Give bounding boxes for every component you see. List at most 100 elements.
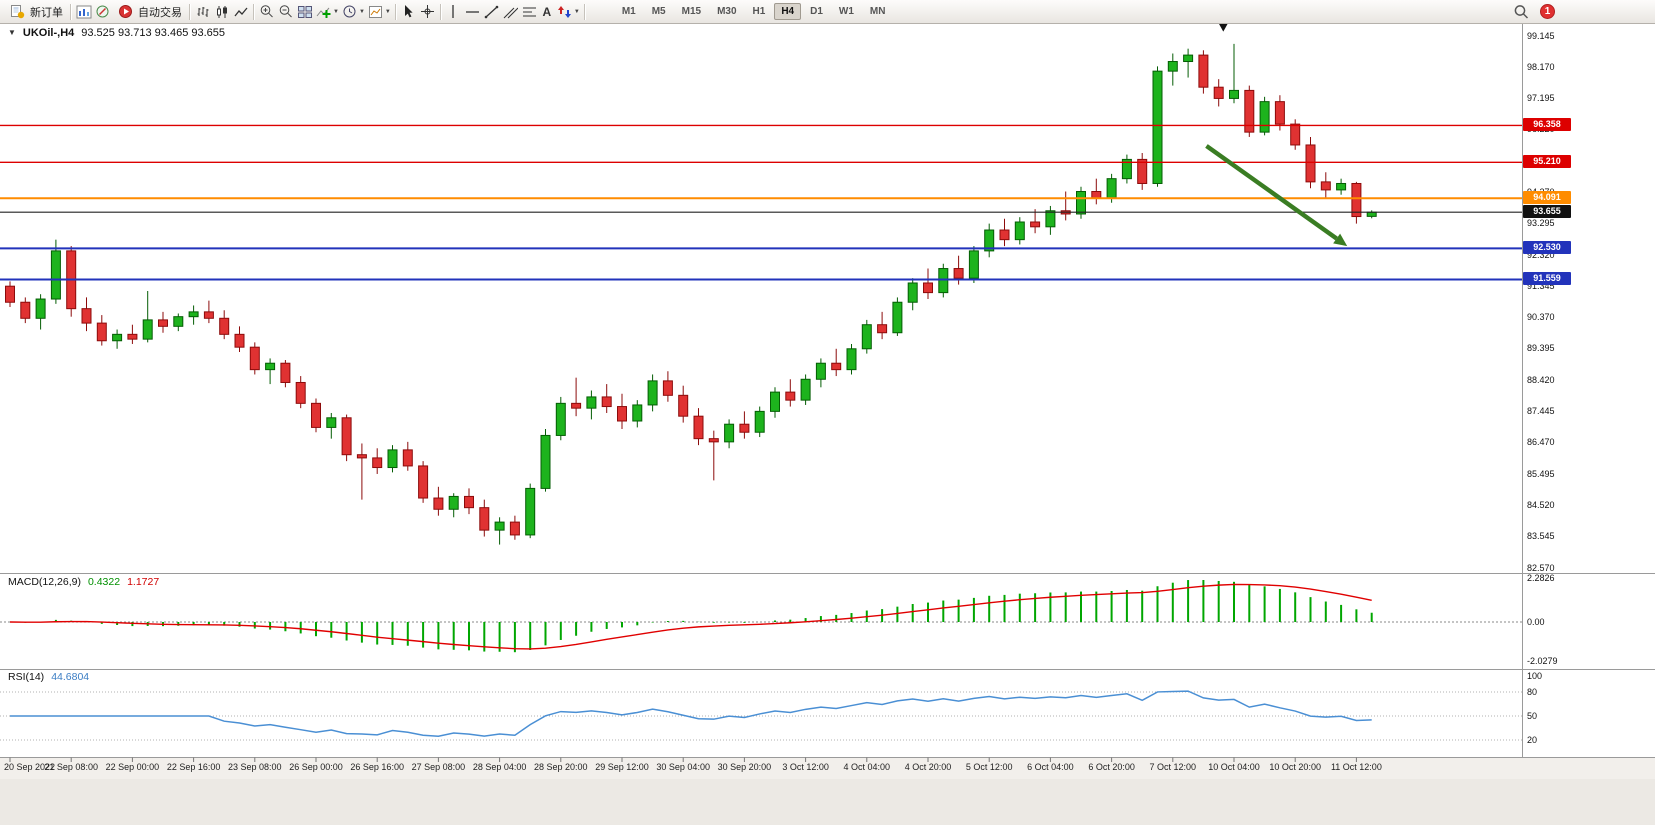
templates-icon[interactable] <box>366 3 385 20</box>
periods-icon[interactable] <box>340 3 359 20</box>
price-tick-label: 91.345 <box>1527 280 1555 291</box>
time-axis-label: 21 Sep 08:00 <box>44 762 98 772</box>
time-axis-label: 6 Oct 20:00 <box>1088 762 1135 772</box>
timeframe-button-m30[interactable]: M30 <box>717 6 737 17</box>
rsi-axis-label: 50 <box>1527 711 1538 721</box>
charts-window-icon[interactable] <box>74 3 93 20</box>
time-axis-label: 29 Sep 12:00 <box>595 762 649 772</box>
tile-windows-icon[interactable] <box>295 3 314 20</box>
vertical-line-tool-icon[interactable] <box>444 3 463 20</box>
time-axis-label: 7 Oct 12:00 <box>1149 762 1197 772</box>
price-tick-label: 87.445 <box>1527 406 1555 417</box>
text-tool-icon[interactable]: A <box>542 4 552 19</box>
price-line-badge: 95.210 <box>1523 155 1571 169</box>
price-tick-label: 83.545 <box>1527 531 1555 542</box>
price-tick-label: 99.145 <box>1527 30 1555 41</box>
time-axis-label: 4 Oct 20:00 <box>904 762 952 772</box>
toolbar-separator <box>189 3 190 20</box>
timeframe-button-h4[interactable]: H4 <box>774 3 802 20</box>
chart-header: ▼ UKOil-,H4 93.525 93.713 93.465 93.655 <box>8 27 225 39</box>
time-axis-label: 22 Sep 00:00 <box>105 762 160 772</box>
price-line-badge: 96.358 <box>1523 118 1571 132</box>
crosshair-icon[interactable] <box>418 3 437 20</box>
toolbar-right-group: 1 <box>1512 3 1555 20</box>
toolbar-separator <box>394 3 396 20</box>
price-tick-label: 82.570 <box>1527 562 1555 573</box>
one-click-trading-toggle[interactable]: ▼ <box>8 28 16 37</box>
toolbar-separator <box>70 3 71 20</box>
templates-caret-icon[interactable]: ▼ <box>384 8 391 15</box>
indicators-icon[interactable] <box>314 3 333 20</box>
zoom-in-icon[interactable] <box>257 3 276 20</box>
time-axis-label: 22 Sep 16:00 <box>166 762 221 772</box>
price-line-badge: 91.559 <box>1523 272 1571 286</box>
new-order-icon <box>8 3 27 20</box>
trendline-tool-icon[interactable] <box>482 3 501 20</box>
notification-badge[interactable]: 1 <box>1540 4 1555 19</box>
time-axis-label: 20 Sep 2022 <box>4 762 56 772</box>
timeframe-toolbar: M1 M5 M15 M30 H1 H4 D1 W1 MN <box>614 3 894 20</box>
price-tick-label: 86.470 <box>1527 437 1555 448</box>
navigator-icon[interactable] <box>93 3 112 20</box>
timeframe-button-m15[interactable]: M15 <box>681 6 702 17</box>
timeframe-button-d1[interactable]: D1 <box>810 6 823 17</box>
time-axis-label: 28 Sep 20:00 <box>534 762 588 772</box>
rsi-name: RSI(14) <box>8 671 45 683</box>
periods-caret-icon[interactable]: ▼ <box>358 8 365 15</box>
price-tick-label: 85.495 <box>1527 468 1555 479</box>
price-line-badge: 92.530 <box>1523 241 1571 255</box>
time-axis-label: 30 Sep 20:00 <box>717 762 772 772</box>
fibonacci-tool-icon[interactable] <box>520 3 539 20</box>
channel-tool-icon[interactable] <box>501 3 520 20</box>
time-axis-label: 10 Oct 04:00 <box>1208 762 1260 772</box>
cursor-icon[interactable] <box>399 3 418 20</box>
macd-axis-label: -2.0279 <box>1527 656 1558 667</box>
time-axis-label: 30 Sep 04:00 <box>656 762 710 772</box>
price-line-badge: 93.655 <box>1523 205 1571 219</box>
auto-trading-button[interactable]: 自动交易 <box>112 2 186 21</box>
timeframe-button-m1[interactable]: M1 <box>621 6 636 17</box>
time-axis-label: 27 Sep 08:00 <box>411 762 466 772</box>
horizontal-line-tool-icon[interactable] <box>463 3 482 20</box>
bar-chart-type-icon[interactable] <box>193 3 212 20</box>
indicators-caret-icon[interactable]: ▼ <box>333 8 339 15</box>
macd-axis-label: 0.00 <box>1527 617 1545 627</box>
rsi-axis-label: 80 <box>1527 687 1538 697</box>
arrows-tool-icon[interactable] <box>555 3 574 20</box>
time-axis-label: 26 Sep 16:00 <box>350 762 404 772</box>
arrows-caret-icon[interactable]: ▼ <box>573 8 580 15</box>
candlestick-type-icon[interactable] <box>212 3 231 20</box>
macd-label: MACD(12,26,9) 0.4322 1.1727 <box>8 576 159 588</box>
toolbar-separator <box>583 3 585 20</box>
symbol-period: UKOil-,H4 <box>22 27 75 39</box>
timeframe-button-mn[interactable]: MN <box>869 6 886 17</box>
macd-signal-value: 1.1727 <box>127 576 160 588</box>
line-chart-type-icon[interactable] <box>231 3 250 20</box>
auto-trading-icon <box>116 3 135 20</box>
time-axis-label: 28 Sep 04:00 <box>472 762 527 772</box>
timeframe-button-w1[interactable]: W1 <box>838 6 854 17</box>
price-tick-label: 98.170 <box>1527 61 1555 72</box>
price-tick-label: 93.295 <box>1527 218 1555 229</box>
toolbar-separator <box>439 3 441 20</box>
search-icon[interactable] <box>1512 3 1531 20</box>
time-axis-label: 11 Oct 12:00 <box>1330 762 1382 772</box>
time-axis-label: 23 Sep 08:00 <box>228 762 282 772</box>
zoom-out-icon[interactable] <box>276 3 295 20</box>
timeframe-button-h1[interactable]: H1 <box>752 6 766 17</box>
status-strip <box>0 779 1655 825</box>
toolbar: 新订单 自动交易 ▼ ▼ ▼ <box>0 0 1655 24</box>
time-axis-label: 10 Oct 20:00 <box>1269 762 1321 772</box>
new-order-button[interactable]: 新订单 <box>4 2 67 21</box>
rsi-axis-label: 100 <box>1527 671 1543 681</box>
auto-trading-label: 自动交易 <box>138 6 182 19</box>
ohlc-values: 93.525 93.713 93.465 93.655 <box>81 27 226 39</box>
macd-name: MACD(12,26,9) <box>8 576 81 588</box>
price-tick-label: 92.320 <box>1527 249 1555 260</box>
chart-background <box>0 24 1655 758</box>
price-tick-label: 89.395 <box>1527 343 1555 354</box>
macd-main-value: 0.4322 <box>87 576 121 588</box>
time-axis-label: 5 Oct 12:00 <box>965 762 1013 772</box>
timeframe-button-m5[interactable]: M5 <box>651 6 666 17</box>
